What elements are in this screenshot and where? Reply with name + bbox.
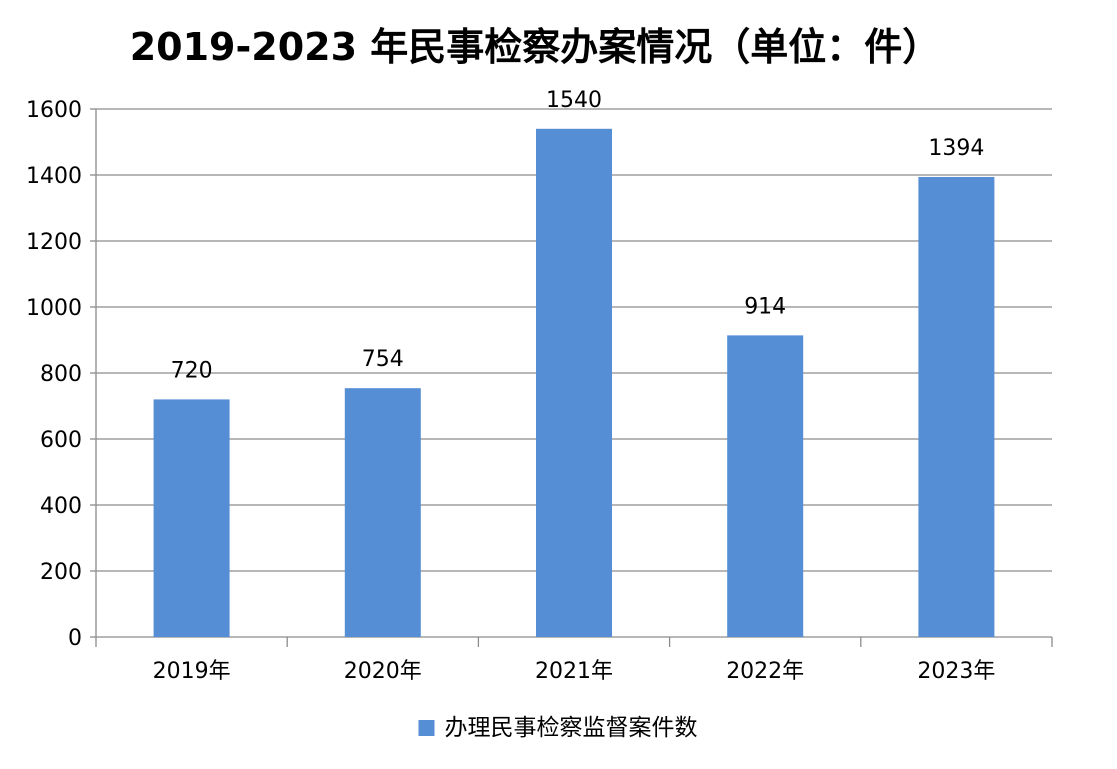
y-tick-label: 0 — [68, 626, 82, 651]
bars — [153, 128, 995, 638]
bar-2019年 — [153, 399, 230, 637]
data-label: 1540 — [546, 88, 602, 113]
data-label: 914 — [744, 294, 786, 319]
y-tick-label: 1400 — [26, 164, 82, 189]
data-label: 720 — [171, 358, 213, 383]
x-tick-label: 2021年 — [535, 659, 613, 684]
y-tick-label: 600 — [40, 428, 82, 453]
x-tick-label: 2020年 — [344, 659, 422, 684]
data-label: 754 — [362, 347, 404, 372]
y-tick-label: 800 — [40, 362, 82, 387]
y-tick-label: 400 — [40, 494, 82, 519]
y-tick-label: 1600 — [26, 98, 82, 123]
chart-title: 2019-2023 年民事检察办案情况（单位：件） — [130, 25, 941, 69]
bar-2021年 — [536, 128, 612, 638]
data-labels: 720 754 1540 914 1394 — [171, 88, 985, 384]
bar-2022年 — [727, 335, 804, 637]
y-tick-label: 200 — [40, 560, 82, 585]
y-tick-label: 1000 — [26, 296, 82, 321]
axes: 0 200 400 600 800 1000 1200 1400 1600 2019年 2020年 2… — [26, 98, 1053, 684]
x-tick-label: 2019年 — [153, 659, 231, 684]
legend-label: 办理民事检察监督案件数 — [445, 715, 698, 741]
x-tick-label: 2023年 — [917, 659, 995, 684]
bar-2023年 — [918, 176, 995, 638]
legend-swatch — [418, 720, 435, 736]
y-tick-label: 1200 — [26, 230, 82, 255]
x-tick-label: 2022年 — [726, 659, 804, 684]
data-label: 1394 — [928, 136, 984, 161]
bar-2020年 — [344, 388, 421, 637]
legend: 办理民事检察监督案件数 — [418, 715, 698, 741]
